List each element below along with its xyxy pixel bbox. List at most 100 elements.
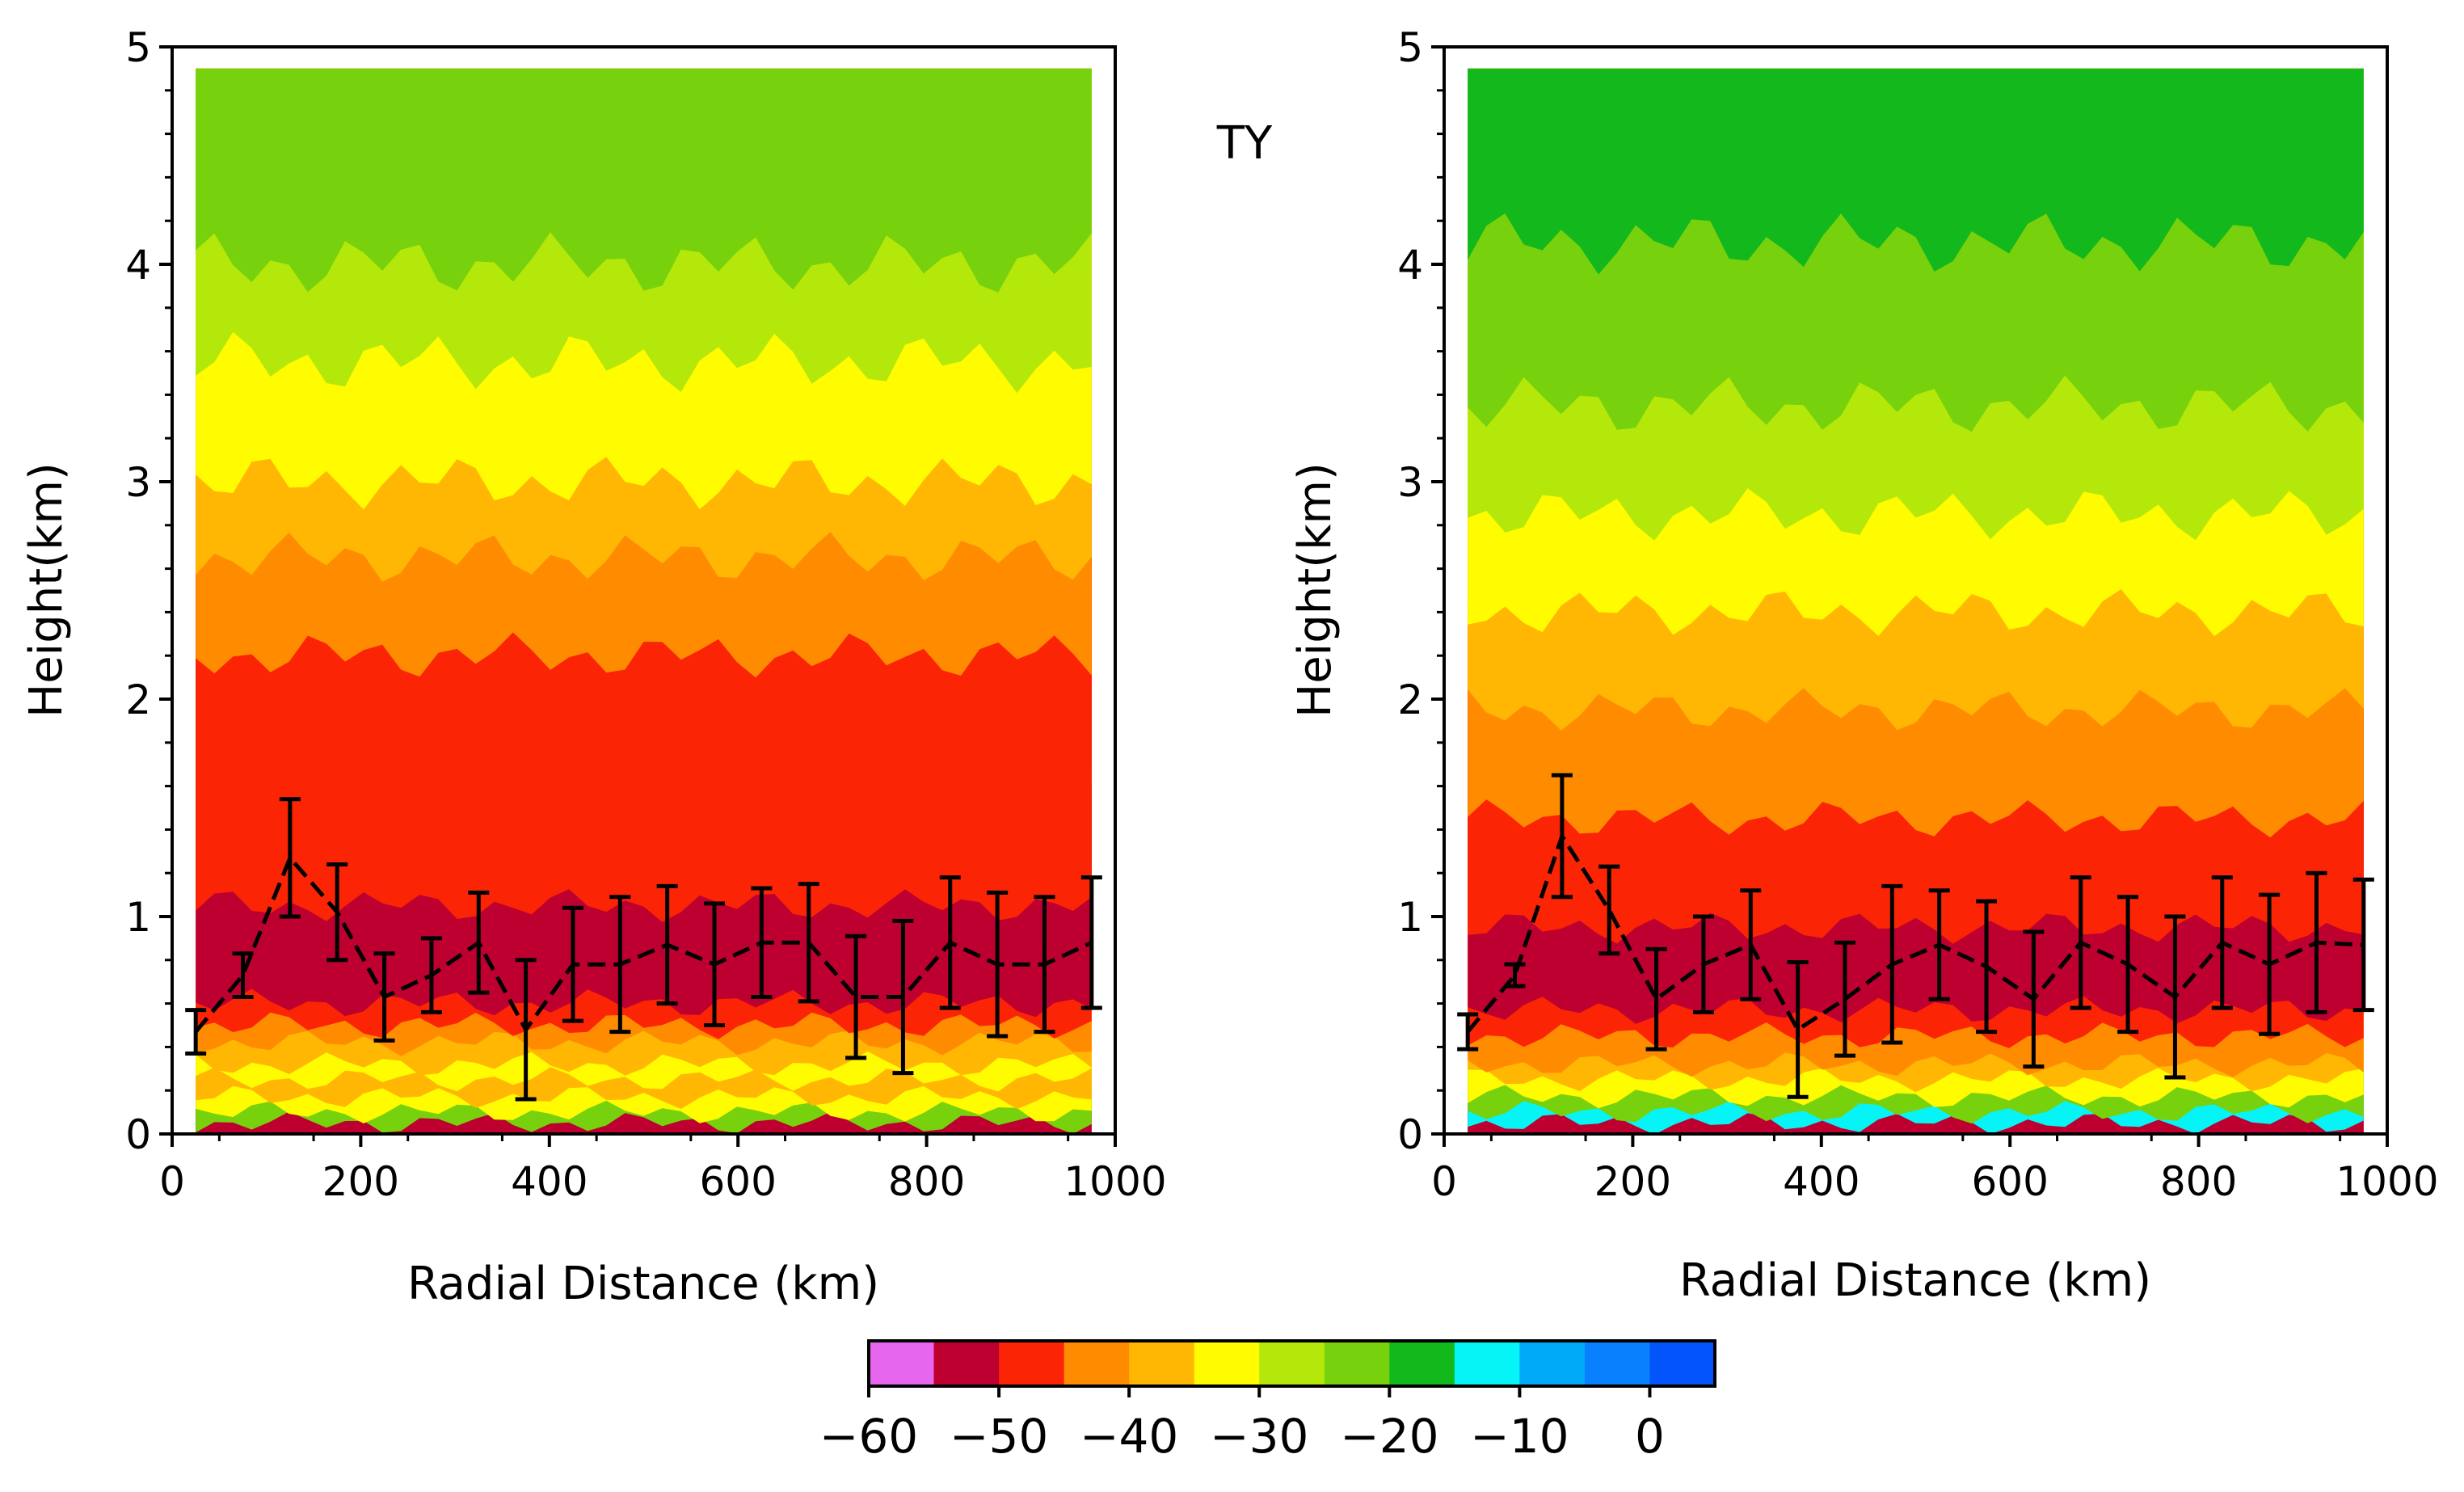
colorbar-bin bbox=[1519, 1341, 1586, 1386]
error-bar bbox=[279, 797, 301, 919]
error-bar bbox=[1645, 946, 1667, 1052]
error-bar bbox=[185, 1008, 207, 1056]
colorbar-tick-label: −50 bbox=[950, 1409, 1048, 1464]
x-tick-label: 600 bbox=[699, 1158, 776, 1205]
error-bar bbox=[1881, 883, 1903, 1045]
error-bar bbox=[1034, 895, 1055, 1035]
error-bar bbox=[1692, 914, 1714, 1014]
error-bar bbox=[2211, 875, 2233, 1010]
error-bar bbox=[373, 951, 395, 1043]
error-bar bbox=[1551, 773, 1573, 900]
colorbar-tick-label: −20 bbox=[1340, 1409, 1438, 1464]
x-tick-label: 600 bbox=[1971, 1158, 2048, 1205]
x-tick-label: 0 bbox=[1431, 1158, 1457, 1205]
colorbar-bin bbox=[1584, 1341, 1650, 1386]
colorbar-tick-label: −40 bbox=[1080, 1409, 1178, 1464]
error-bar bbox=[2164, 914, 2186, 1080]
mean-height-line bbox=[194, 853, 1093, 1034]
error-bar bbox=[2306, 870, 2327, 1014]
y-tick-label: 4 bbox=[125, 242, 151, 289]
error-bar bbox=[1787, 959, 1809, 1099]
colorbar-bin bbox=[1259, 1341, 1325, 1386]
y-tick-label: 0 bbox=[1397, 1111, 1423, 1158]
left-panel: 0 200 400 600 800 1000 0 1 2 3 4 5 Radial Distance… bbox=[20, 24, 1167, 1310]
colorbar-bin bbox=[1194, 1341, 1260, 1386]
y-tick-label: 1 bbox=[1397, 894, 1423, 941]
colorbar-tick-label: −60 bbox=[819, 1409, 918, 1464]
x-tick-label: 400 bbox=[1783, 1158, 1860, 1205]
error-bar bbox=[1976, 899, 1998, 1035]
colorbar-tick-label: −30 bbox=[1210, 1409, 1308, 1464]
error-bar bbox=[1504, 962, 1526, 988]
error-bar bbox=[232, 951, 254, 1000]
error-bar bbox=[609, 895, 631, 1035]
error-bar bbox=[798, 882, 819, 1004]
error-bar bbox=[2117, 895, 2139, 1035]
colorbar-bin bbox=[1324, 1341, 1390, 1386]
error-bar bbox=[704, 901, 726, 1027]
error-bar bbox=[420, 936, 442, 1014]
error-bar bbox=[751, 886, 773, 1000]
error-bar bbox=[1834, 940, 1855, 1058]
error-bar bbox=[1928, 888, 1950, 1001]
left-errorbar-series bbox=[185, 797, 1102, 1102]
y-tick-label: 4 bbox=[1397, 242, 1423, 289]
error-bar bbox=[515, 958, 537, 1102]
error-bar bbox=[1740, 888, 1762, 1001]
colorbar-bin bbox=[1454, 1341, 1520, 1386]
colorbar-bin bbox=[1129, 1341, 1195, 1386]
error-bar bbox=[562, 905, 583, 1023]
colorbar-tick-label: 0 bbox=[1635, 1409, 1665, 1464]
suptitle: TY bbox=[1216, 117, 1273, 170]
right-panel: 0 200 400 600 800 1000 0 1 2 3 4 5 Radial Distance… bbox=[1289, 24, 2439, 1307]
right-x-axis: 0 200 400 600 800 1000 bbox=[1431, 1134, 2439, 1205]
colorbar-bin bbox=[933, 1341, 1000, 1386]
y-tick-label: 2 bbox=[1397, 676, 1423, 723]
x-tick-label: 200 bbox=[322, 1158, 399, 1205]
colorbar-bin bbox=[999, 1341, 1065, 1386]
error-bar bbox=[326, 862, 348, 963]
x-tick-label: 200 bbox=[1594, 1158, 1671, 1205]
colorbar-bin bbox=[869, 1341, 935, 1386]
error-bar bbox=[1080, 875, 1102, 1010]
colorbar-bin bbox=[1064, 1341, 1130, 1386]
y-tick-label: 5 bbox=[1397, 24, 1423, 71]
x-tick-label: 800 bbox=[2160, 1158, 2237, 1205]
y-tick-label: 1 bbox=[125, 894, 151, 941]
x-tick-label: 0 bbox=[159, 1158, 185, 1205]
error-bar bbox=[1457, 1012, 1479, 1052]
y-tick-label: 2 bbox=[125, 676, 151, 723]
error-bar bbox=[1598, 864, 1620, 956]
error-bar bbox=[2259, 892, 2281, 1036]
x-tick-label: 1000 bbox=[1064, 1158, 1166, 1205]
right-plot-frame bbox=[1443, 45, 2389, 1136]
x-tick-label: 800 bbox=[888, 1158, 965, 1205]
left-contour-field bbox=[196, 68, 1092, 1134]
right-errorbar-series bbox=[1457, 773, 2374, 1099]
error-bar bbox=[2023, 929, 2045, 1069]
colorbar-bin bbox=[1389, 1341, 1455, 1386]
left-y-axis-label: Height(km) bbox=[20, 462, 73, 718]
right-y-axis-label: Height(km) bbox=[1289, 462, 1342, 718]
y-tick-label: 0 bbox=[125, 1111, 151, 1158]
y-tick-label: 3 bbox=[1397, 459, 1423, 506]
right-y-axis: 0 1 2 3 4 5 bbox=[1397, 24, 1444, 1158]
right-contour-field bbox=[1468, 68, 2364, 1134]
y-tick-label: 5 bbox=[125, 24, 151, 71]
left-x-axis-label: Radial Distance (km) bbox=[407, 1258, 879, 1310]
colorbar: −60 −50 −40 −30 −20 −10 0 bbox=[819, 1339, 1716, 1464]
colorbar-tick-label: −10 bbox=[1470, 1409, 1569, 1464]
error-bar bbox=[939, 875, 961, 1010]
left-x-axis: 0 200 400 600 800 1000 bbox=[159, 1134, 1167, 1205]
left-plot-frame bbox=[171, 45, 1117, 1136]
error-bar bbox=[2070, 875, 2091, 1010]
error-bar bbox=[468, 890, 490, 995]
right-x-axis-label: Radial Distance (km) bbox=[1679, 1254, 2151, 1307]
colorbar-frame bbox=[867, 1339, 1716, 1388]
x-tick-label: 1000 bbox=[2336, 1158, 2438, 1205]
colorbar-bin bbox=[1649, 1341, 1716, 1386]
mean-height-line bbox=[1466, 831, 2364, 1034]
error-bar bbox=[845, 934, 867, 1060]
error-bar bbox=[987, 890, 1009, 1039]
